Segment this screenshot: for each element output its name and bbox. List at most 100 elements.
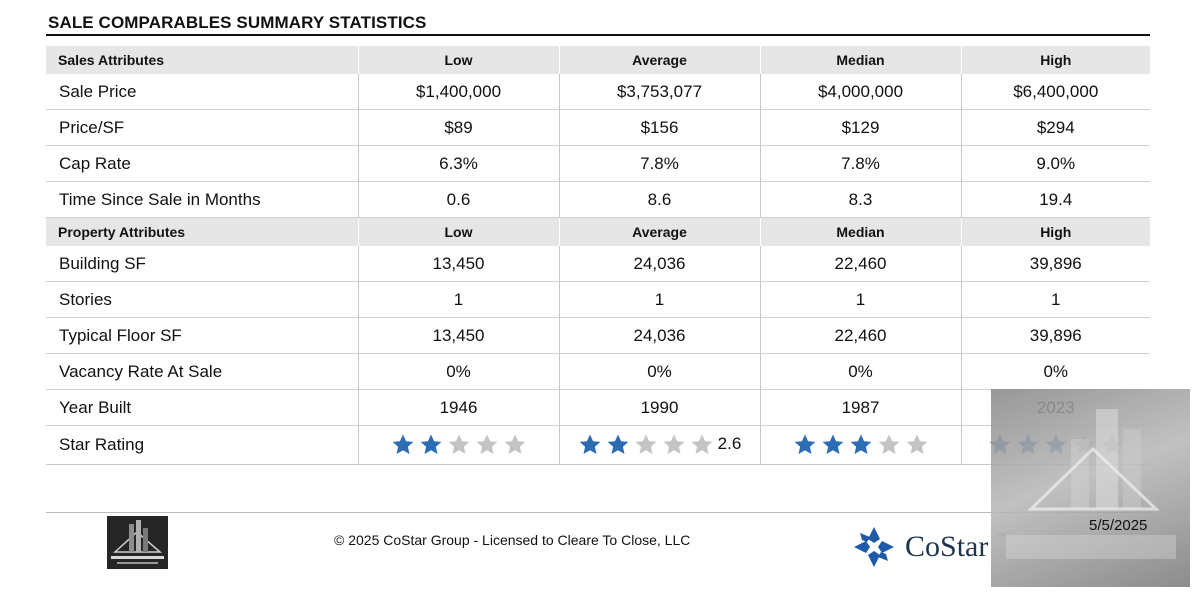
star-filled-icon [579,434,601,454]
cell-median: $129 [760,109,962,146]
header-cell: Property Attributes [46,217,359,246]
page-title: SALE COMPARABLES SUMMARY STATISTICS [48,13,427,32]
star-rating-average-value: 2.6 [717,434,742,454]
costar-wordmark: CoStar [905,530,989,563]
cell-low: 0.6 [358,181,560,218]
cell-high: 39,896 [961,317,1150,354]
cell-low: 1 [358,281,560,318]
cell-low: $1,400,000 [358,74,560,110]
watermark-skyline-icon [1006,409,1176,559]
cell-average: $156 [559,109,761,146]
cell-average: 8.6 [559,181,761,218]
table-row-typical-floor-sf: Typical Floor SF 13,450 24,036 22,460 39… [46,317,1150,354]
cell-median: 1 [760,281,962,318]
star-rating-average [578,433,714,457]
star-filled-icon [607,434,629,454]
cell-low: 0% [358,353,560,390]
star-rating-median [793,433,929,457]
table-row-time-since-sale: Time Since Sale in Months 0.6 8.6 8.3 19… [46,181,1150,218]
star-filled-icon [850,434,871,454]
row-label: Building SF [46,246,359,282]
cell-high: 39,896 [961,246,1150,282]
header-cell: Sales Attributes [46,46,359,74]
cell-average: 24,036 [559,246,761,282]
cell-high: 19.4 [961,181,1150,218]
cleare-to-close-logo [107,516,168,569]
star-empty-icon [906,434,927,454]
row-label: Price/SF [46,109,359,146]
header-cell: Average [559,217,761,246]
cell-median: 7.8% [760,145,962,182]
table-row-building-sf: Building SF 13,450 24,036 22,460 39,896 [46,246,1150,282]
cell-average: 24,036 [559,317,761,354]
row-label: Stories [46,281,359,318]
table-row-year-built: Year Built 1946 1990 1987 2023 [46,389,1150,426]
cell-average: 2.6 [559,425,761,465]
star-rating-low [391,433,527,457]
table-row-sale-price: Sale Price $1,400,000 $3,753,077 $4,000,… [46,74,1150,110]
copyright-text: © 2025 CoStar Group - Licensed to Cleare… [334,532,691,548]
header-cell: High [961,46,1150,74]
cell-average: 1 [559,281,761,318]
star-filled-icon [822,434,843,454]
table-row-star-rating: Star Rating 2.6 [46,425,1150,465]
header-cell: Average [559,46,761,74]
table-row-cap-rate: Cap Rate 6.3% 7.8% 7.8% 9.0% [46,145,1150,182]
star-filled-icon [420,434,441,454]
cell-low: $89 [358,109,560,146]
title-divider [46,34,1150,36]
header-cell: Median [760,46,962,74]
cell-average: 0% [559,353,761,390]
header-cell: Low [358,217,560,246]
sales-attributes-header-row: Sales Attributes Low Average Median High [46,46,1150,74]
row-label: Star Rating [46,425,359,465]
cell-median: $4,000,000 [760,74,962,110]
watermark-overlay [991,389,1190,587]
row-label: Typical Floor SF [46,317,359,354]
property-attributes-header-row: Property Attributes Low Average Median H… [46,217,1150,246]
header-cell: High [961,217,1150,246]
cell-low: 13,450 [358,317,560,354]
star-filled-icon [392,434,413,454]
star-empty-icon [663,434,685,454]
summary-statistics-table: Sales Attributes Low Average Median High… [46,46,1150,465]
cell-low: 1946 [358,389,560,426]
row-label: Year Built [46,389,359,426]
cell-average: 7.8% [559,145,761,182]
cell-high: 0% [961,353,1150,390]
cell-median: 0% [760,353,962,390]
header-cell: Low [358,46,560,74]
cell-high: $6,400,000 [961,74,1150,110]
cell-median: 22,460 [760,317,962,354]
costar-logo-icon [854,527,894,567]
report-date: 5/5/2025 [1089,517,1148,534]
table-row-vacancy-rate: Vacancy Rate At Sale 0% 0% 0% 0% [46,353,1150,390]
cell-high: 9.0% [961,145,1150,182]
table-row-stories: Stories 1 1 1 1 [46,281,1150,318]
row-label: Sale Price [46,74,359,110]
star-empty-icon [635,434,657,454]
cell-low: 6.3% [358,145,560,182]
star-empty-icon [504,434,525,454]
cell-median [760,425,962,465]
star-empty-icon [476,434,497,454]
table-row-price-sf: Price/SF $89 $156 $129 $294 [46,109,1150,146]
cell-high: $294 [961,109,1150,146]
row-label: Time Since Sale in Months [46,181,359,218]
row-label: Cap Rate [46,145,359,182]
cell-low: 13,450 [358,246,560,282]
row-label: Vacancy Rate At Sale [46,353,359,390]
cell-low [358,425,560,465]
skyline-logo-icon [107,516,168,569]
footer-divider [46,512,1150,513]
star-empty-icon [691,434,713,454]
cell-median: 8.3 [760,181,962,218]
star-empty-icon [448,434,469,454]
cell-median: 1987 [760,389,962,426]
cell-median: 22,460 [760,246,962,282]
star-filled-icon [794,434,815,454]
cell-average: 1990 [559,389,761,426]
cell-high: 1 [961,281,1150,318]
header-cell: Median [760,217,962,246]
star-empty-icon [878,434,899,454]
